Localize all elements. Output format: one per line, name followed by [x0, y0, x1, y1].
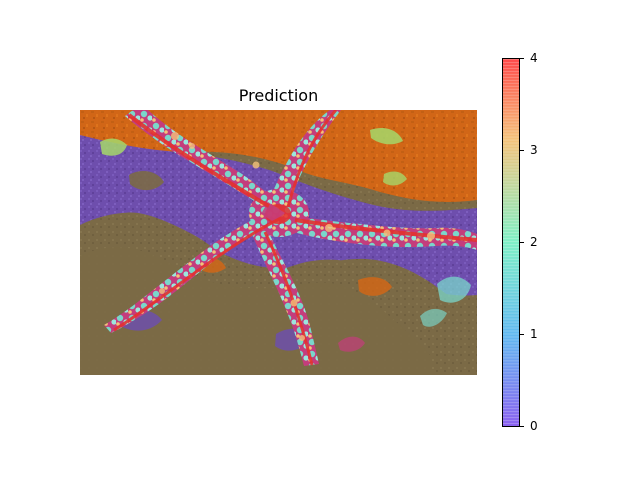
colorbar-tick-label-0: 0	[530, 419, 538, 433]
chart-title: Prediction	[238, 86, 319, 105]
colorbar-tick-mark-0	[520, 426, 524, 427]
colorbar-tick-label-2: 2	[530, 235, 538, 249]
prediction-image	[80, 110, 477, 375]
colorbar	[502, 58, 520, 427]
colorbar-tick-label-4: 4	[530, 51, 538, 65]
colorbar-tick-mark-1	[520, 334, 524, 335]
colorbar-tick-mark-4	[520, 58, 524, 59]
colorbar-gradient	[503, 59, 519, 426]
colorbar-tick-label-1: 1	[530, 327, 538, 341]
colorbar-tick-mark-3	[520, 150, 524, 151]
colorbar-tick-label-3: 3	[530, 143, 538, 157]
colorbar-tick-mark-2	[520, 242, 524, 243]
starfish-segmentation-map	[80, 110, 477, 375]
